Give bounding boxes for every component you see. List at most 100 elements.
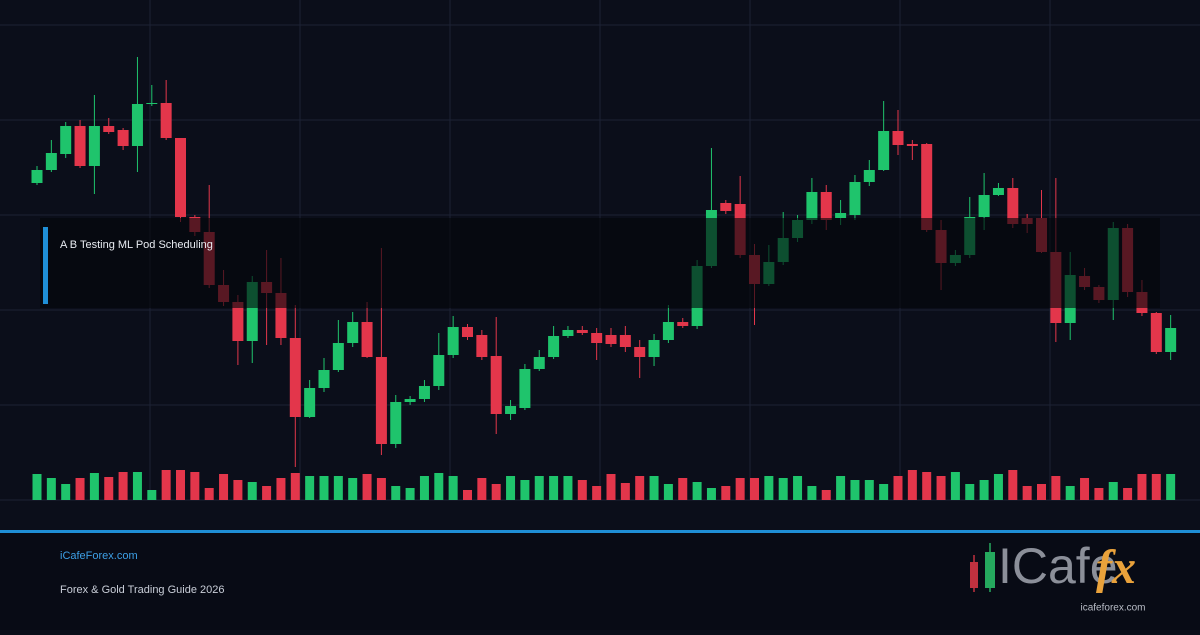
candle-body xyxy=(720,203,732,211)
footer-divider xyxy=(0,530,1200,533)
logo: ICafe fx icafeforex.com xyxy=(970,538,1146,614)
volume-bar xyxy=(434,473,444,500)
volume-bar xyxy=(362,474,372,500)
volume-bar xyxy=(477,478,487,500)
candle-body xyxy=(476,335,488,357)
candle-body xyxy=(103,126,115,132)
candle-body xyxy=(634,347,646,357)
volume-bar xyxy=(907,470,917,500)
candle-body xyxy=(591,333,603,343)
volume-bar xyxy=(419,476,429,500)
candle-body xyxy=(131,104,143,146)
volume-bar xyxy=(290,473,300,500)
volume-bar xyxy=(549,476,559,500)
volume-bar xyxy=(1051,476,1061,500)
volume-bar xyxy=(1080,478,1090,500)
volume-bar xyxy=(950,472,960,500)
candle-body xyxy=(519,369,531,408)
candle-body xyxy=(820,192,832,220)
candle-body xyxy=(619,335,631,347)
volume-bar xyxy=(463,490,472,500)
volume-bar xyxy=(1094,488,1104,500)
candle-body xyxy=(921,144,933,230)
volume-bar xyxy=(233,480,243,500)
volume-bar xyxy=(893,476,903,500)
candle-body xyxy=(1165,328,1177,352)
volume-bar xyxy=(592,486,602,500)
volume-bar xyxy=(1022,486,1032,500)
volume-bar xyxy=(147,490,157,500)
volume-bar xyxy=(276,478,286,500)
candle-body xyxy=(978,195,990,217)
volume-bar xyxy=(678,478,688,500)
volume-bar xyxy=(1137,474,1147,500)
volume-bar xyxy=(793,476,803,500)
volume-bar xyxy=(89,473,99,500)
candle-body xyxy=(74,126,86,166)
candle-body xyxy=(418,386,430,399)
volume-bar xyxy=(319,476,329,500)
candle-body xyxy=(462,327,473,337)
volume-bar xyxy=(778,478,788,500)
candle-body xyxy=(146,103,158,104)
volume-bar xyxy=(1123,488,1133,500)
candle-body xyxy=(31,170,43,183)
volume-bar xyxy=(750,478,759,500)
volume-bar xyxy=(32,474,42,500)
volume-bar xyxy=(1065,486,1075,500)
candle-body xyxy=(562,330,574,336)
volume-bar xyxy=(1151,474,1161,500)
candle-body xyxy=(677,322,689,326)
volume-bar xyxy=(405,488,415,500)
volume-bar xyxy=(491,484,501,500)
candle-body xyxy=(576,330,588,333)
candle-body xyxy=(160,103,172,138)
volume-bar xyxy=(692,482,702,500)
candle-body xyxy=(117,130,129,146)
volume-bar xyxy=(721,486,731,500)
overlay-label: A B Testing ML Pod Scheduling xyxy=(60,239,213,251)
volume-bar xyxy=(118,472,128,500)
logo-icon-candle xyxy=(985,552,995,588)
volume-bar xyxy=(663,484,673,500)
footer-site: iCafeForex.com xyxy=(60,550,138,562)
candle-body xyxy=(548,336,560,357)
volume-bar xyxy=(735,478,745,500)
candle-body xyxy=(605,335,617,344)
volume-bar xyxy=(993,474,1003,500)
volume-bar xyxy=(1166,474,1176,500)
candle-body xyxy=(648,340,660,357)
volume-bar xyxy=(448,476,458,500)
candle-body xyxy=(347,322,359,343)
volume-bar xyxy=(176,470,185,500)
volume-bar xyxy=(161,470,171,500)
logo-accent: fx xyxy=(1096,541,1136,594)
candle-body xyxy=(892,131,904,145)
volume-bar xyxy=(75,478,85,500)
candle-body xyxy=(246,282,258,341)
volume-bar xyxy=(247,482,257,500)
candle-body xyxy=(304,388,316,417)
footer-subtitle: Forex & Gold Trading Guide 2026 xyxy=(60,584,224,596)
candle-body xyxy=(992,188,1004,195)
overlay-accent xyxy=(43,227,48,304)
volume-bar xyxy=(1037,484,1046,500)
volume-bar xyxy=(1008,470,1018,500)
volume-bar xyxy=(204,488,214,500)
volume-bar xyxy=(506,476,516,500)
volume-bar xyxy=(132,472,142,500)
volume-bar xyxy=(965,484,975,500)
volume-bar xyxy=(534,476,544,500)
volume-bar xyxy=(922,472,932,500)
volume-bar xyxy=(706,488,716,500)
candle-body xyxy=(863,170,875,182)
volume-bar xyxy=(1108,482,1118,500)
candle-body xyxy=(289,338,301,417)
candle-body xyxy=(906,144,918,146)
candle-body xyxy=(878,131,890,170)
volume-bar xyxy=(333,476,343,500)
volume-bar xyxy=(635,476,645,500)
candle-body xyxy=(404,399,416,402)
volume-bar xyxy=(850,480,860,500)
volume-bar xyxy=(262,486,272,500)
